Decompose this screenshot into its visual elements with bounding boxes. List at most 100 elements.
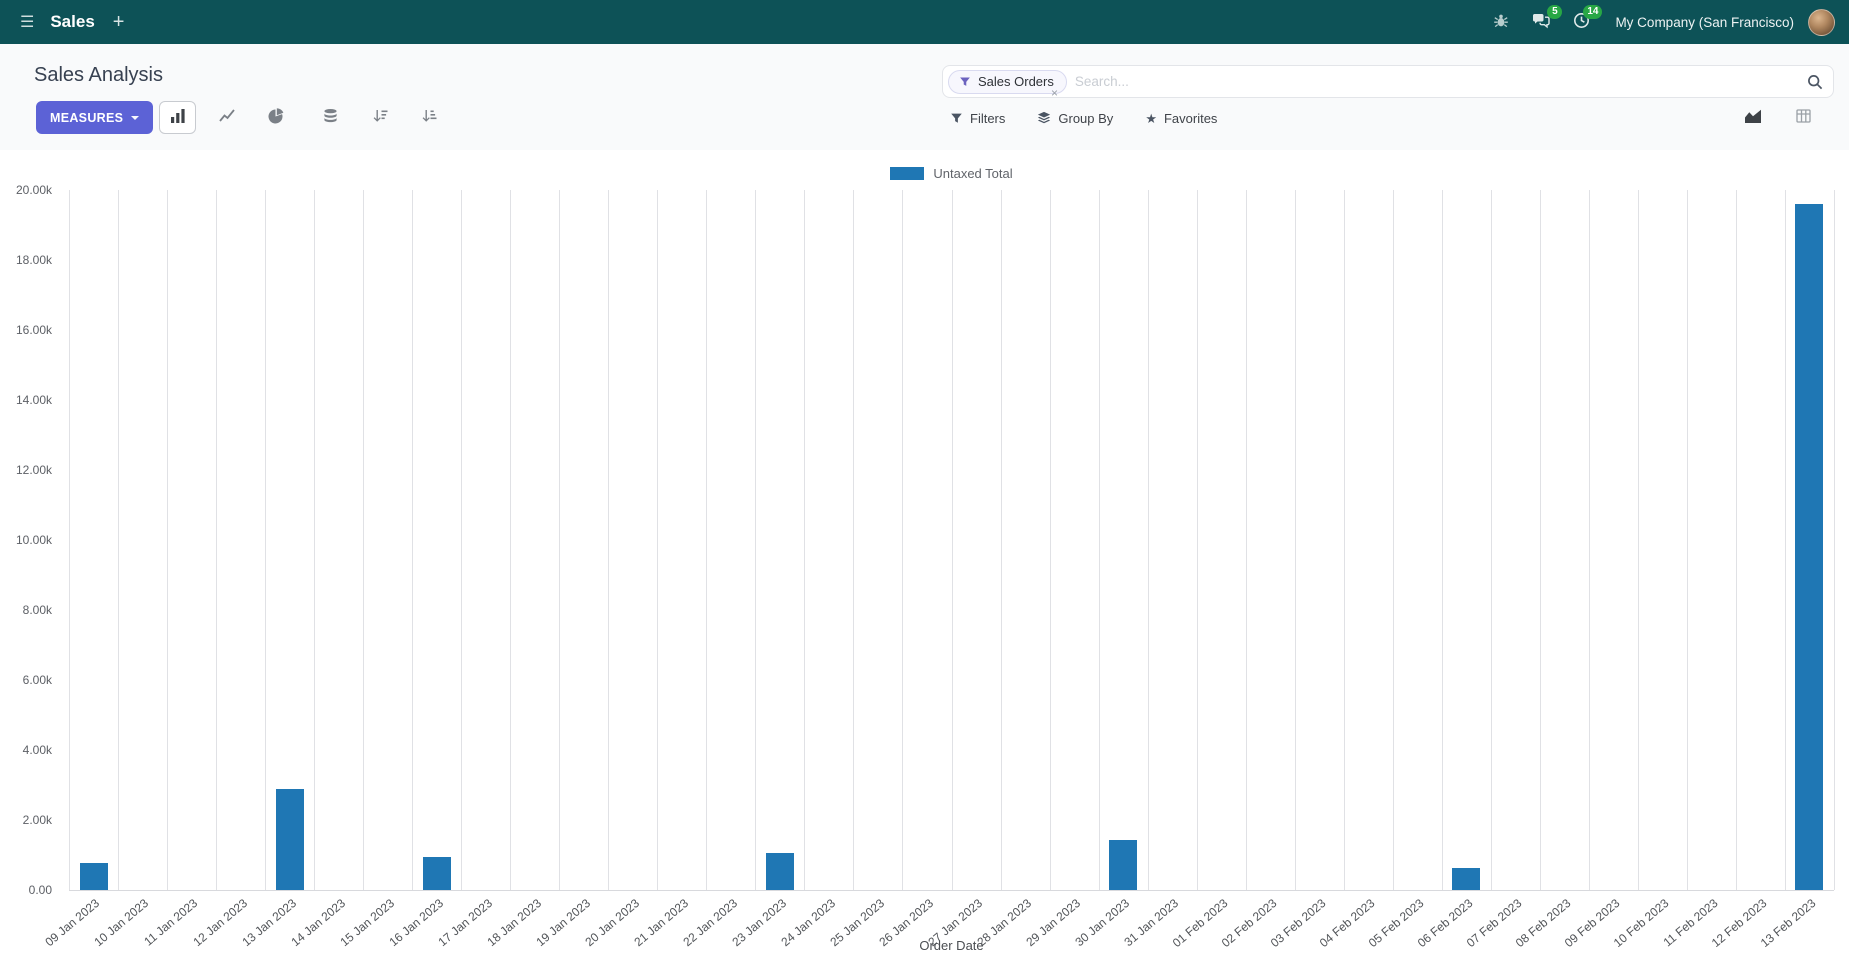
gridline [1686,190,1688,890]
star-icon: ★ [1145,110,1157,126]
bar-chart-button[interactable] [159,101,196,134]
navbar-systray: 5 14 My Company (San Francisco) [1483,4,1835,40]
gridline [706,190,708,890]
stacked-toggle-button[interactable] [312,101,349,134]
view-switcher [1733,101,1823,134]
y-tick-label: 20.00k [15,183,52,197]
filters-label: Filters [970,110,1006,126]
legend-label: Untaxed Total [933,166,1013,181]
gridline [1392,190,1394,890]
filters-funnel-icon [950,112,963,125]
y-tick-label: 10.00k [15,533,52,547]
navbar-left: ☰ Sales + [10,6,136,38]
gridline [412,190,414,890]
gridline [1245,190,1247,890]
user-avatar[interactable] [1808,8,1835,36]
gridline [804,190,806,890]
bar-13-jan-2023[interactable] [275,788,304,890]
sort-descending-button[interactable] [361,101,398,134]
y-tick-label: 12.00k [15,463,52,477]
y-tick-label: 16.00k [15,323,52,337]
gridline [1294,190,1296,890]
debug-button[interactable] [1483,4,1519,40]
gridline [1147,190,1149,890]
sort-ascending-button[interactable] [410,101,447,134]
y-tick-label: 6.00k [22,673,52,687]
gridline [167,190,169,890]
bar-13-feb-2023[interactable] [1795,204,1824,890]
y-tick-label: 18.00k [15,253,52,267]
gridline [363,190,365,890]
sort-descending-icon [372,108,388,127]
chart-type-buttons [159,101,459,134]
gridline [1539,190,1541,890]
app-name[interactable]: Sales [50,12,95,31]
y-tick-label: 8.00k [22,603,52,617]
pivot-table-icon [1795,108,1812,127]
gridline [216,190,218,890]
page-title: Sales Analysis [34,64,163,86]
company-switcher[interactable]: My Company (San Francisco) [1615,14,1794,30]
gridline [118,190,120,890]
measures-button[interactable]: MEASURES [36,101,154,134]
gridline [1637,190,1639,890]
gridline [1588,190,1590,890]
search-icon[interactable] [1807,74,1823,90]
chart-legend[interactable]: Untaxed Total [69,166,1834,181]
bar-chart-icon [170,108,186,127]
gridline [1490,190,1492,890]
activities-badge: 14 [1583,5,1603,19]
search-input[interactable] [1066,74,1807,89]
line-chart-button[interactable] [208,101,245,134]
new-button[interactable]: + [101,9,137,36]
filter-facet-icon [959,76,971,88]
top-navbar: ☰ Sales + [0,0,1849,44]
search-bar[interactable]: Sales Orders × [942,65,1834,100]
facet-remove-icon[interactable]: × [1051,86,1059,100]
gridline [951,190,953,890]
gridline [69,190,70,890]
activities-button[interactable]: 14 [1563,4,1603,40]
y-tick-label: 4.00k [22,743,52,757]
gridline [1000,190,1002,890]
group-by-dropdown[interactable]: Group By [1037,111,1113,126]
bar-16-jan-2023[interactable] [422,856,451,890]
gridline [1784,190,1786,890]
line-chart-icon [218,108,235,127]
control-panel: Sales Analysis Sales Orders × MEASU [0,44,1849,150]
pivot-view-button[interactable] [1783,101,1823,134]
gridline [1196,190,1198,890]
messages-badge: 5 [1547,5,1563,19]
search-options: Filters Group By ★ Favorites [950,101,1217,135]
bar-06-feb-2023[interactable] [1452,867,1481,890]
bar-09-jan-2023[interactable] [79,862,108,890]
favorites-label: Favorites [1163,110,1218,126]
gridline [265,190,267,890]
pie-chart-button[interactable] [257,101,294,134]
gridline [902,190,904,890]
caret-down-icon [131,115,140,120]
graph-view-button[interactable] [1733,101,1773,134]
area-chart-icon [1744,108,1762,127]
pie-chart-icon [268,108,284,127]
gridline [755,190,757,890]
gridline [1441,190,1443,890]
measures-label: MEASURES [50,110,124,125]
plot-area [69,190,1835,891]
gridline [510,190,512,890]
favorites-dropdown[interactable]: ★ Favorites [1145,111,1217,126]
gridline [1049,190,1051,890]
y-tick-label: 0.00 [28,883,52,897]
hamburger-icon: ☰ [20,14,35,31]
filters-dropdown[interactable]: Filters [950,111,1005,126]
apps-menu-button[interactable]: ☰ [10,6,44,38]
bar-23-jan-2023[interactable] [765,853,794,890]
bar-30-jan-2023[interactable] [1109,839,1138,890]
gridline [1834,190,1835,890]
graph-view: Untaxed Total 0.00 2.00k 4.00k 6.00k 8.00k 10… [0,150,1849,958]
search-facet[interactable]: Sales Orders [948,69,1067,94]
y-axis: 0.00 2.00k 4.00k 6.00k 8.00k 10.00k 12.00k 14.0… [0,183,60,897]
y-tick-label: 14.00k [15,393,52,407]
messages-button[interactable]: 5 [1523,4,1563,40]
